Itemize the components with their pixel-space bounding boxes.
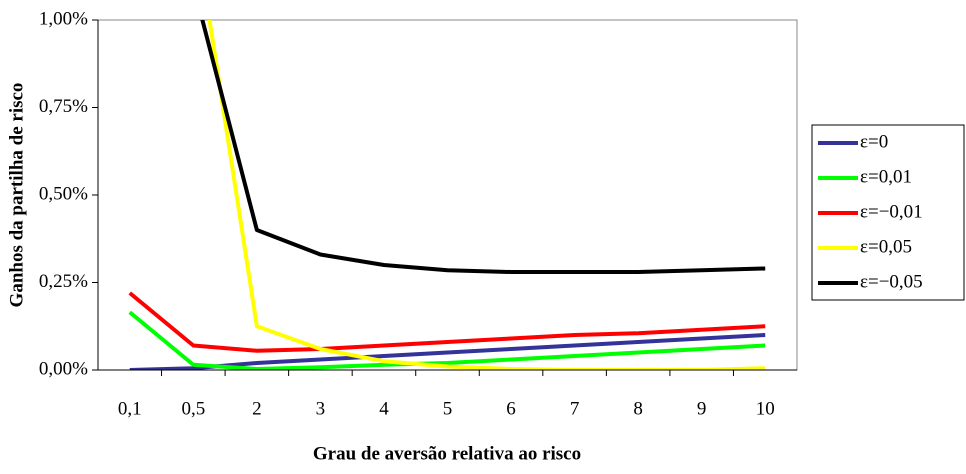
x-tick-label: 6	[506, 398, 516, 419]
plot-area	[97, 19, 798, 371]
series-line	[200, 20, 766, 274]
series-line	[129, 333, 766, 370]
series-line	[207, 20, 766, 370]
x-tick-label: 5	[443, 398, 453, 419]
y-axis-label: Ganhos da partilha de risco	[6, 83, 27, 308]
y-tick-label: 0,75%	[39, 96, 88, 117]
y-tick-label: 1,00%	[39, 8, 88, 29]
legend-label: ε=−0,05	[860, 271, 923, 292]
y-tick-label: 0,00%	[39, 358, 88, 379]
x-tick-label: 3	[316, 398, 326, 419]
lines	[128, 20, 766, 370]
x-tick-label: 0,1	[118, 398, 142, 419]
series-line	[128, 291, 766, 353]
x-axis-label: Grau de aversão relativa ao risco	[313, 443, 581, 464]
x-tick-label: 10	[756, 398, 775, 419]
x-tick-label: 2	[252, 398, 262, 419]
legend-label: ε=0,01	[860, 166, 912, 187]
legend-label: ε=−0,01	[860, 201, 923, 222]
legend-label: ε=0	[860, 131, 888, 152]
series-line	[128, 310, 766, 370]
x-tick-label: 9	[697, 398, 707, 419]
y-tick-label: 0,25%	[39, 271, 88, 292]
x-tick-label: 8	[633, 398, 643, 419]
legend-label: ε=0,05	[860, 236, 912, 257]
x-tick-label: 4	[379, 398, 389, 419]
y-tick-label: 0,50%	[39, 183, 88, 204]
x-tick-label: 0,5	[181, 398, 205, 419]
x-tick-label: 7	[570, 398, 580, 419]
